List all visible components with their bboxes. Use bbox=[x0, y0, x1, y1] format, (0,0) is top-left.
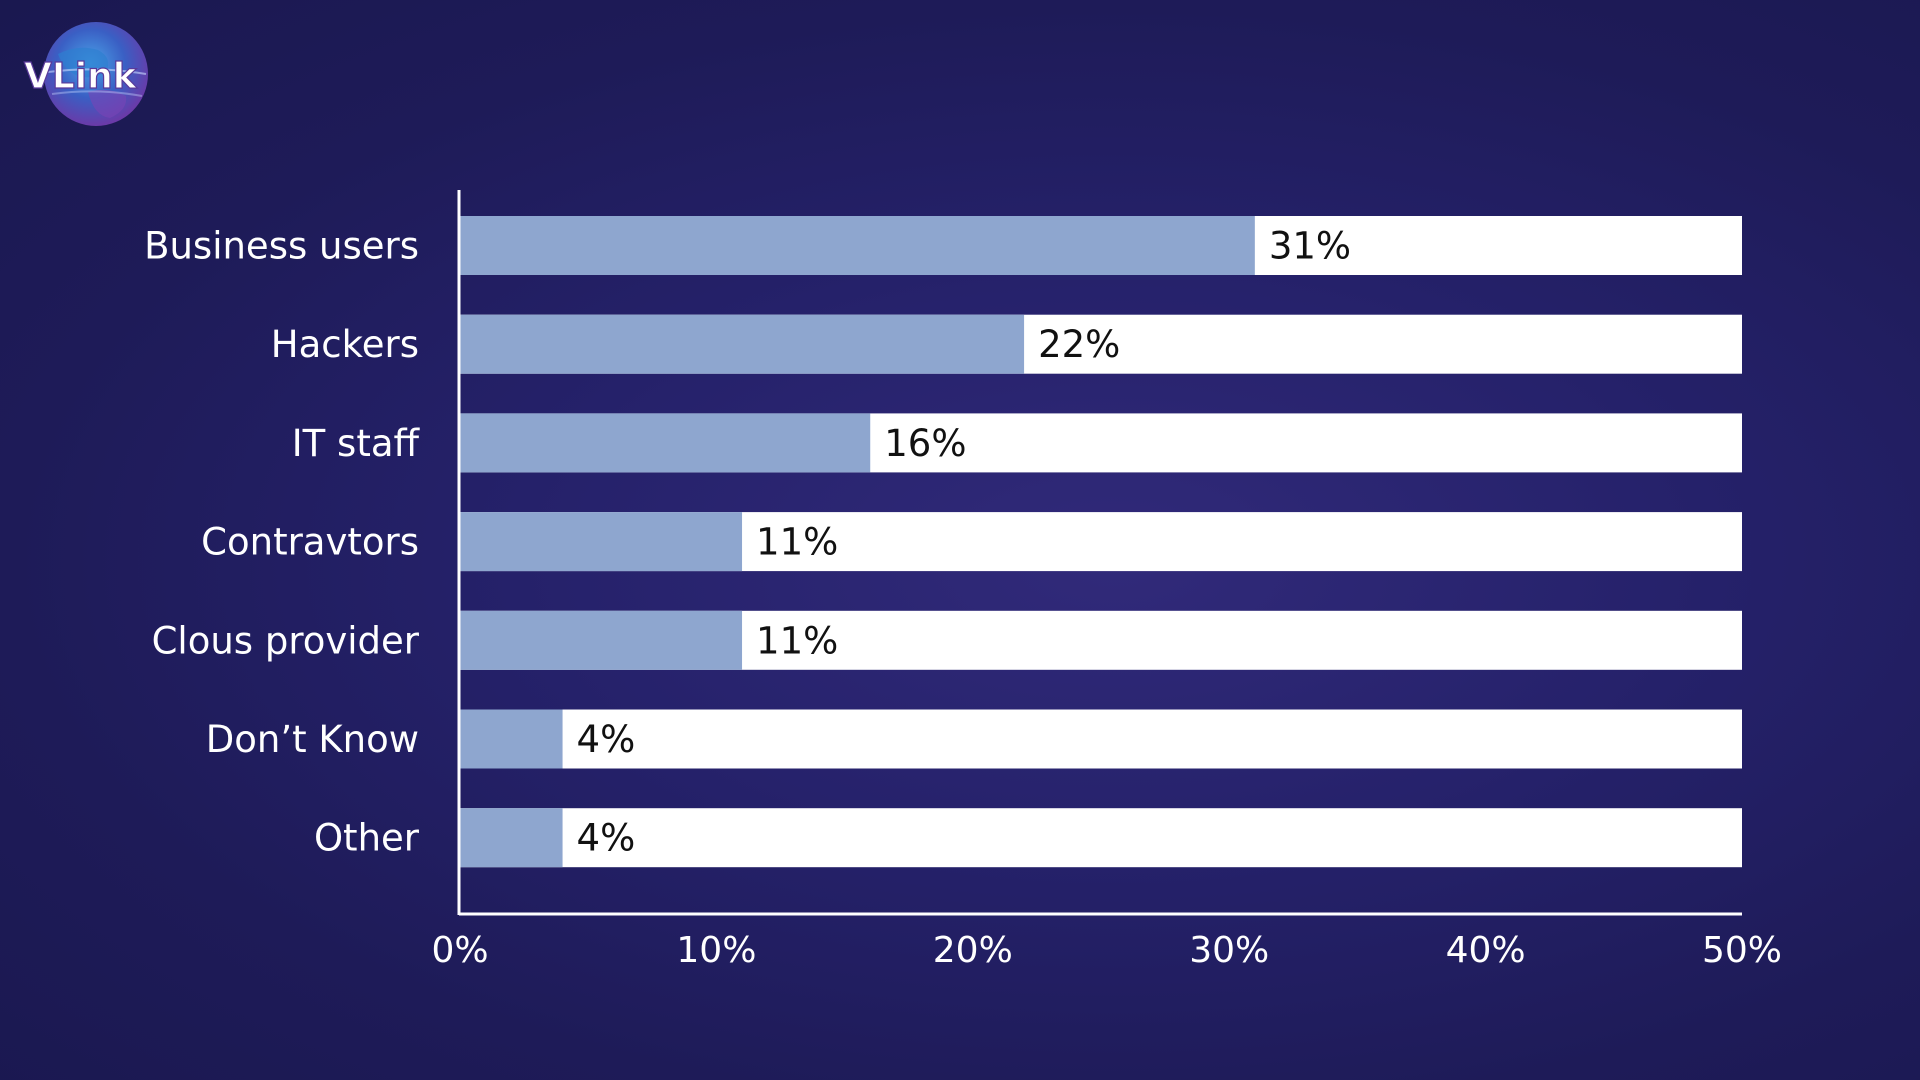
category-label: Contravtors bbox=[201, 521, 419, 564]
category-label: Other bbox=[314, 817, 420, 860]
x-tick-label: 30% bbox=[1189, 930, 1269, 971]
x-tick-label: 0% bbox=[431, 930, 488, 971]
x-tick-label: 50% bbox=[1702, 930, 1782, 971]
category-label: Business users bbox=[144, 225, 419, 268]
bar-track bbox=[460, 808, 1742, 868]
data-label: 4% bbox=[577, 817, 636, 860]
logo-wordmark: VLink bbox=[24, 56, 138, 97]
bar bbox=[460, 709, 563, 769]
x-tick-label: 40% bbox=[1446, 930, 1526, 971]
category-label: IT staff bbox=[292, 422, 421, 465]
bar bbox=[460, 314, 1025, 374]
category-label: Clous provider bbox=[152, 619, 420, 662]
data-label: 11% bbox=[756, 619, 838, 662]
bar bbox=[460, 216, 1255, 275]
bar bbox=[460, 413, 871, 473]
bar bbox=[460, 808, 563, 868]
data-label: 4% bbox=[577, 718, 636, 761]
category-label: Don’t Know bbox=[206, 718, 419, 761]
x-ticks-layer: 0% 10% 20% 30% 40% 50% bbox=[431, 930, 1782, 971]
bar bbox=[460, 610, 743, 670]
data-label: 22% bbox=[1038, 323, 1120, 366]
bar bbox=[460, 512, 743, 572]
bars-layer: Business users 31% Hackers 22% IT staff 16% Co… bbox=[144, 216, 1742, 868]
data-label: 31% bbox=[1269, 225, 1351, 268]
category-label: Hackers bbox=[271, 323, 419, 366]
x-tick-label: 20% bbox=[933, 930, 1013, 971]
vlink-logo: VLink bbox=[23, 22, 148, 126]
bar-track bbox=[460, 709, 1742, 769]
data-label: 11% bbox=[756, 521, 838, 564]
data-label: 16% bbox=[884, 422, 966, 465]
x-tick-label: 10% bbox=[676, 930, 756, 971]
